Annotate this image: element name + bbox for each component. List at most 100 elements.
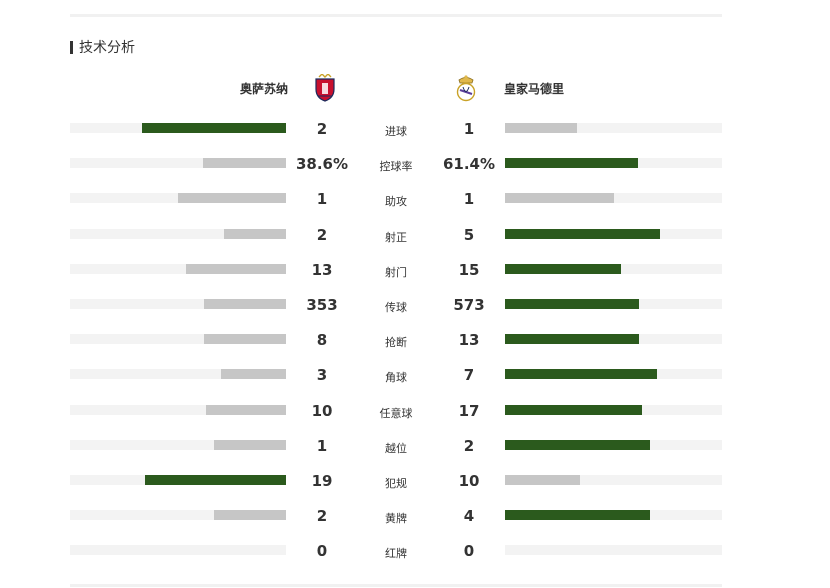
stat-row: 38.6% 控球率 61.4% <box>0 146 830 181</box>
away-bar <box>505 334 640 345</box>
home-bar-track <box>70 193 286 204</box>
away-bar-track <box>505 369 722 380</box>
stat-row: 8 抢断 13 <box>0 322 830 357</box>
away-value: 1 <box>463 120 475 138</box>
top-divider <box>70 14 722 17</box>
away-bar-track <box>505 228 722 239</box>
home-value: 3 <box>316 366 328 385</box>
title-accent-bar <box>70 40 73 54</box>
stat-label: 控球率 <box>379 160 413 174</box>
home-bar <box>206 404 286 415</box>
away-value: 61.4% <box>442 155 496 174</box>
stat-label: 助攻 <box>385 195 407 209</box>
away-value: 4 <box>463 507 475 526</box>
away-bar-track <box>505 510 722 521</box>
away-value: 17 <box>458 401 480 420</box>
away-value: 7 <box>463 366 475 385</box>
osasuna-crest-icon[interactable] <box>313 74 337 102</box>
away-bar <box>505 369 657 380</box>
away-value: 15 <box>458 260 480 279</box>
stat-row: 10 任意球 17 <box>0 393 830 428</box>
stat-label: 进球 <box>385 125 407 138</box>
away-bar <box>505 474 580 485</box>
home-bar-track <box>70 123 286 133</box>
home-bar-track <box>70 439 286 450</box>
stat-label: 黄牌 <box>385 512 407 526</box>
home-bar-track <box>70 474 286 485</box>
home-bar-track <box>70 228 286 239</box>
away-value: 2 <box>463 436 475 455</box>
home-value: 2 <box>316 507 328 526</box>
home-value: 1 <box>316 190 328 209</box>
section-header: 技术分析 <box>70 37 135 57</box>
home-value: 1 <box>316 436 328 455</box>
away-bar-track <box>505 404 722 415</box>
away-bar <box>505 158 639 169</box>
home-bar <box>185 263 286 274</box>
stat-row: 0 红牌 0 <box>0 533 830 568</box>
stat-row: 3 角球 7 <box>0 357 830 392</box>
away-bar <box>505 228 660 239</box>
home-bar <box>224 228 286 239</box>
stat-label: 红牌 <box>385 547 407 561</box>
away-bar-track <box>505 193 722 204</box>
away-value: 0 <box>463 542 475 561</box>
home-value: 8 <box>316 331 328 350</box>
stat-label: 犯规 <box>385 476 407 490</box>
home-bar-track <box>70 298 286 309</box>
home-bar-track <box>70 545 286 556</box>
away-bar-track <box>505 334 722 345</box>
away-bar-track <box>505 545 722 556</box>
away-bar-track <box>505 263 722 274</box>
home-bar <box>202 158 286 169</box>
stat-label: 越位 <box>385 441 407 455</box>
home-bar-track <box>70 263 286 274</box>
home-value: 38.6% <box>295 155 349 174</box>
home-bar <box>214 510 286 521</box>
home-bar-track <box>70 158 286 169</box>
away-bar <box>505 439 650 450</box>
home-bar <box>203 334 286 345</box>
home-bar <box>178 193 286 204</box>
stat-label: 射门 <box>385 265 407 279</box>
stat-label: 任意球 <box>379 406 413 420</box>
away-value: 10 <box>458 471 480 490</box>
stat-label: 射正 <box>385 230 407 244</box>
away-bar <box>505 404 642 415</box>
stats-table: 2 进球 1 38.6% 控球率 61.4% 1 助攻 1 2 射正 5 13 … <box>0 111 830 568</box>
stat-row: 1 助攻 1 <box>0 181 830 216</box>
stat-row: 1 越位 2 <box>0 428 830 463</box>
home-value: 2 <box>316 225 328 244</box>
home-value: 10 <box>311 401 333 420</box>
away-value: 1 <box>463 190 475 209</box>
away-bar-track <box>505 123 722 133</box>
home-bar <box>221 369 286 380</box>
away-value: 13 <box>458 331 480 350</box>
stat-row: 13 射门 15 <box>0 252 830 287</box>
home-value: 2 <box>316 120 328 138</box>
stat-label: 传球 <box>385 300 407 314</box>
home-value: 19 <box>311 471 333 490</box>
home-value: 13 <box>311 260 333 279</box>
away-bar-track <box>505 439 722 450</box>
away-team-name[interactable]: 皇家马德里 <box>504 82 565 96</box>
bottom-divider <box>70 584 722 587</box>
away-bar <box>505 263 622 274</box>
away-bar-track <box>505 474 722 485</box>
real-madrid-crest-icon[interactable] <box>454 74 478 102</box>
home-bar <box>144 474 286 485</box>
away-bar-track <box>505 158 722 169</box>
stat-row: 353 传球 573 <box>0 287 830 322</box>
stat-label: 抢断 <box>385 336 407 350</box>
home-bar <box>203 298 286 309</box>
home-bar-track <box>70 334 286 345</box>
home-bar-track <box>70 510 286 521</box>
home-value: 0 <box>316 542 328 561</box>
stat-label: 角球 <box>385 371 407 385</box>
away-bar <box>505 193 614 204</box>
home-bar <box>141 123 286 133</box>
away-bar <box>505 298 640 309</box>
home-bar-track <box>70 369 286 380</box>
home-team-name[interactable]: 奥萨苏纳 <box>239 82 288 96</box>
away-bar <box>505 510 650 521</box>
